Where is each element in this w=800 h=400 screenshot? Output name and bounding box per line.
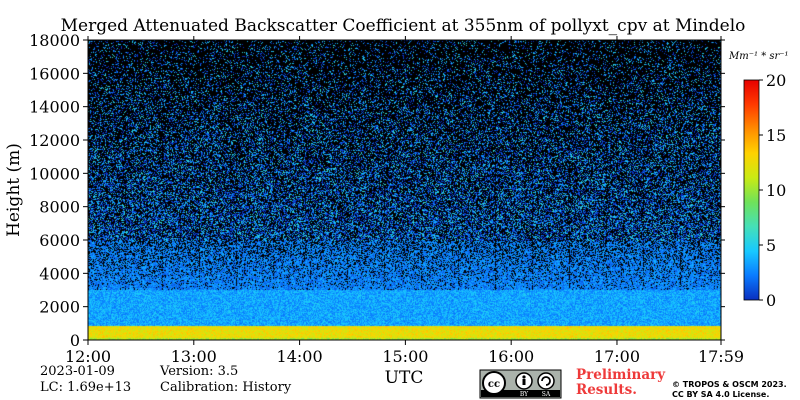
heatmap-area	[88, 40, 721, 340]
colorbar-tick-label: 5	[766, 236, 776, 255]
colorbar-tick-label: 0	[766, 291, 776, 310]
colorbar-tick-label: 10	[766, 181, 786, 200]
lc-label: LC: 1.69e+13	[40, 380, 132, 395]
x-tick-label: 17:59	[698, 347, 744, 366]
x-tick-label: 12:00	[65, 347, 111, 366]
colorbar-tick-label: 20	[766, 71, 786, 90]
cc-by-sa-badge: cc BY SA	[479, 369, 562, 399]
svg-text:BY: BY	[520, 391, 529, 398]
plot-frame	[87, 39, 722, 341]
y-tick-label: 18000	[29, 31, 80, 50]
y-tick-label: 16000	[29, 64, 80, 83]
x-tick-label: 16:00	[488, 347, 534, 366]
colorbar-ticks: 0 5 10 15 20	[759, 71, 786, 310]
copyright-line-2: CC BY SA 4.0 License.	[672, 390, 770, 399]
y-tick-label: 6000	[39, 231, 80, 250]
copyright-line-1: © TROPOS & OSCM 2023.	[672, 380, 787, 389]
y-tick-label: 8000	[39, 198, 80, 217]
date-label: 2023-01-09	[40, 364, 115, 379]
calibration-label: Calibration: History	[160, 380, 292, 395]
version-label: Version: 3.5	[160, 364, 239, 379]
y-tick-label: 0	[70, 331, 80, 350]
x-axis-label: UTC	[384, 368, 424, 388]
svg-text:cc: cc	[488, 379, 500, 390]
chart-title: Merged Attenuated Backscatter Coefficien…	[60, 16, 746, 36]
colorbar-unit: Mm⁻¹ * sr⁻¹	[728, 51, 789, 62]
x-ticks: 12:00 13:00 14:00 15:00 16:00 17:00 17:59	[65, 36, 744, 366]
colorbar-tick-label: 15	[766, 126, 786, 145]
colorbar	[743, 79, 760, 301]
svg-text:SA: SA	[542, 391, 551, 398]
y-tick-label: 10000	[29, 164, 80, 183]
x-tick-label: 14:00	[277, 347, 323, 366]
y-tick-label: 2000	[39, 298, 80, 317]
copyright-notice: © TROPOS & OSCM 2023. CC BY SA 4.0 Licen…	[672, 380, 797, 400]
y-tick-label: 14000	[29, 98, 80, 117]
preliminary-label: Preliminary Results.	[576, 367, 666, 398]
x-tick-label: 15:00	[382, 347, 428, 366]
y-tick-label: 12000	[29, 131, 80, 150]
x-tick-label: 13:00	[171, 347, 217, 366]
y-ticks: 0 2000 4000 6000 8000 10000 12000 14000 16000 180…	[29, 31, 725, 350]
x-tick-label: 17:00	[594, 347, 640, 366]
y-tick-label: 4000	[39, 264, 80, 283]
